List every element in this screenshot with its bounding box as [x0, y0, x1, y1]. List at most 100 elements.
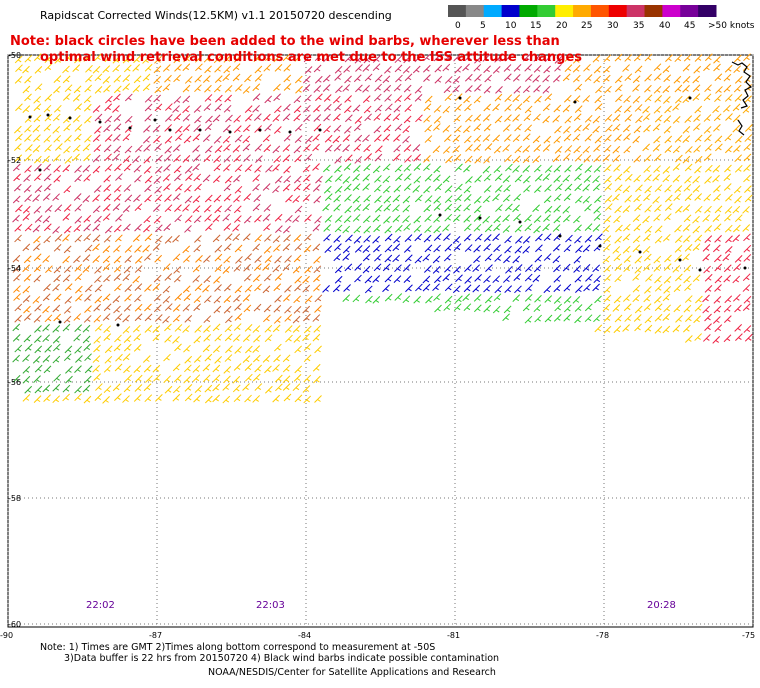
wind-barb — [672, 163, 681, 171]
wind-barb — [654, 95, 663, 103]
wind-barb — [654, 114, 663, 123]
wind-barb — [743, 143, 752, 151]
wind-barb — [602, 74, 611, 83]
wind-barb — [474, 175, 482, 183]
wind-barb — [514, 245, 523, 254]
wind-barb — [182, 84, 191, 93]
wind-barb — [293, 175, 302, 184]
wind-barb — [242, 233, 251, 242]
wind-barb — [692, 215, 700, 224]
wind-barb — [554, 303, 563, 312]
wind-barb — [604, 85, 612, 94]
wind-barb — [84, 305, 92, 313]
wind-barb — [214, 103, 223, 112]
wind-barb — [583, 283, 591, 292]
wind-barb — [122, 55, 131, 64]
wind-barb — [594, 195, 602, 204]
wind-barb — [223, 143, 231, 152]
wind-barb — [674, 185, 683, 193]
wind-barb — [692, 84, 701, 93]
wind-barb — [574, 83, 583, 92]
wind-barb — [644, 285, 652, 294]
wind-barb — [463, 194, 472, 202]
wind-barb — [203, 255, 211, 263]
wind-barb — [213, 194, 222, 203]
wind-barb — [613, 295, 622, 304]
wind-barb — [362, 173, 371, 182]
wind-barb — [194, 54, 203, 63]
wind-barb — [223, 375, 231, 384]
wind-barb — [364, 73, 373, 82]
wind-barb — [392, 194, 401, 203]
latitude-label: -50 — [8, 51, 22, 60]
wind-barb — [312, 314, 321, 322]
wind-barb — [65, 366, 73, 374]
wind-barb — [574, 235, 582, 244]
wind-barb — [463, 233, 472, 242]
wind-barb — [742, 303, 751, 311]
wind-barb — [313, 265, 322, 274]
wind-barb — [543, 233, 552, 242]
wind-barb — [594, 103, 603, 111]
wind-barb — [692, 225, 701, 234]
wind-barb — [102, 65, 111, 74]
wind-barb — [634, 265, 643, 274]
wind-barb — [524, 63, 533, 72]
wind-barb — [534, 95, 542, 104]
wind-barb — [62, 255, 71, 264]
wind-barb — [122, 353, 131, 361]
wind-barb — [714, 73, 723, 82]
wind-barb — [623, 264, 632, 273]
wind-barb — [53, 373, 61, 382]
wind-barb — [354, 245, 363, 253]
wind-barb — [703, 114, 712, 122]
wind-barb — [653, 63, 662, 72]
color-scale-swatch — [519, 5, 538, 17]
wind-barb — [353, 204, 362, 212]
contamination-dot — [28, 115, 32, 119]
wind-barb — [23, 184, 32, 193]
wind-barb — [324, 134, 333, 143]
wind-barb — [154, 55, 162, 64]
wind-barb — [64, 53, 73, 62]
wind-barb — [704, 53, 713, 62]
wind-barb — [224, 233, 233, 241]
wind-barb — [654, 275, 662, 284]
wind-barb — [143, 215, 152, 224]
wind-barb — [342, 84, 351, 92]
wind-barb — [193, 173, 202, 182]
wind-barb — [534, 314, 542, 323]
wind-barb — [282, 113, 291, 122]
wind-barb — [83, 54, 92, 62]
wind-barb — [482, 215, 491, 224]
wind-barb — [23, 273, 32, 282]
wind-barb — [154, 166, 163, 174]
wind-barb — [252, 395, 261, 403]
wind-barb — [474, 74, 482, 82]
wind-barb — [22, 375, 31, 384]
wind-barb — [443, 134, 452, 142]
wind-barb — [273, 304, 282, 313]
wind-barb — [203, 204, 212, 213]
wind-barb — [44, 113, 53, 122]
wind-barb — [453, 114, 462, 123]
wind-barb — [644, 204, 652, 213]
wind-barb — [182, 113, 191, 122]
wind-barb — [252, 243, 261, 252]
wind-barb — [724, 246, 733, 254]
wind-barb — [695, 295, 703, 304]
wind-barb — [62, 234, 70, 242]
wind-barb — [622, 245, 631, 254]
footer-note-2: 3)Data buffer is 22 hrs from 20150720 4)… — [64, 653, 500, 664]
wind-barb — [582, 95, 591, 103]
wind-barb — [433, 244, 441, 253]
wind-barb — [353, 143, 362, 152]
wind-barb — [64, 296, 73, 304]
wind-barb — [93, 144, 102, 153]
wind-barb — [232, 73, 241, 82]
wind-barb — [512, 204, 520, 213]
wind-barb — [114, 234, 123, 243]
wind-barb — [372, 165, 381, 174]
wind-barb — [742, 273, 751, 282]
wind-barb — [603, 274, 612, 282]
